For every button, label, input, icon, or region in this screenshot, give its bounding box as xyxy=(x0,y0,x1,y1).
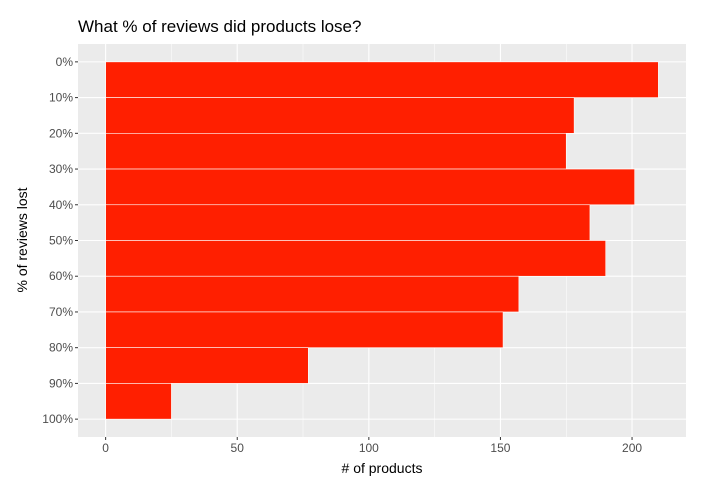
bar-80-90 xyxy=(105,347,309,384)
y-tick-label: 90% xyxy=(49,376,73,390)
x-tick-label: 100 xyxy=(359,441,379,455)
bar-20-30 xyxy=(105,133,567,170)
bar-10-20 xyxy=(105,97,575,134)
y-tick-label: 100% xyxy=(42,412,73,426)
x-tick-label: 150 xyxy=(490,441,510,455)
y-tick-label: 30% xyxy=(49,162,73,176)
x-tick-label: 200 xyxy=(622,441,642,455)
x-axis-label: # of products xyxy=(342,460,423,476)
bar-70-80 xyxy=(105,311,504,348)
chart-title: What % of reviews did products lose? xyxy=(78,17,361,36)
y-tick-label: 40% xyxy=(49,198,73,212)
bar-60-70 xyxy=(105,275,520,313)
bar-30-40 xyxy=(105,168,635,206)
bar-50-60 xyxy=(105,240,607,277)
bar-90-100 xyxy=(105,383,172,420)
bar-0-10 xyxy=(105,61,659,98)
y-tick-label: 50% xyxy=(49,234,73,248)
y-tick-label: 0% xyxy=(56,55,74,69)
x-tick-label: 0 xyxy=(102,441,109,455)
bar-40-50 xyxy=(105,204,591,241)
y-tick-label: 70% xyxy=(49,305,73,319)
y-tick-label: 20% xyxy=(49,126,73,140)
y-tick-label: 60% xyxy=(49,269,73,283)
y-axis-label: % of reviews lost xyxy=(14,187,30,292)
x-tick-label: 50 xyxy=(231,441,245,455)
y-tick-label: 80% xyxy=(49,341,73,355)
y-tick-label: 10% xyxy=(49,91,73,105)
